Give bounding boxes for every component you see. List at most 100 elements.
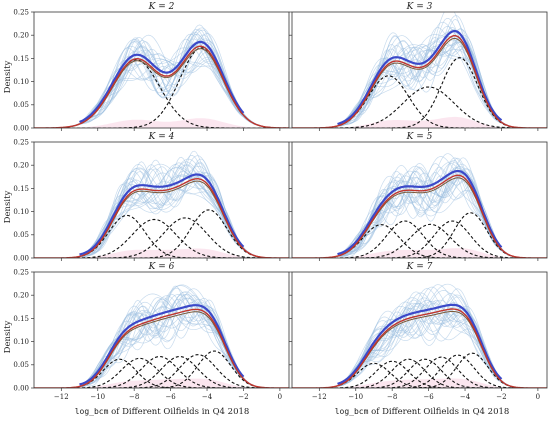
panel-3: K = 4 0.00 0.05 0.10 0.15 0.20 0.25 (13, 132, 290, 262)
y-tick-label: 0.25 (13, 138, 29, 146)
x-axis-label-left: log_bcm of Different Oilfields in Q4 201… (75, 407, 250, 417)
panel-frame (33, 141, 290, 259)
component-3 (292, 358, 547, 388)
component-4 (34, 209, 289, 258)
x-tick-label: −4 (460, 393, 471, 401)
y-axis-label-row-2: Density (3, 190, 13, 223)
component-2 (34, 357, 289, 388)
data-band (292, 116, 547, 128)
x-tick-label: −8 (387, 393, 397, 401)
bootstrap-curve (34, 163, 289, 258)
y-tick-label: 0.25 (13, 8, 29, 16)
y-tick-label: 0.05 (13, 361, 29, 369)
plot-area (34, 150, 289, 258)
x-tick-label: −10 (348, 393, 363, 401)
bootstrap-curve (34, 305, 289, 388)
plot-area (292, 153, 547, 258)
bootstrap-curve (292, 44, 547, 128)
kde-curve (337, 169, 503, 256)
bootstrap-curve (292, 296, 547, 388)
x-tick-label: −4 (202, 393, 213, 401)
x-axis-label-right: log_bcm of Different Oilfields in Q4 201… (335, 407, 510, 417)
plot-area (34, 24, 289, 128)
mixture-curve (292, 34, 547, 128)
panel-2: K = 3 (289, 2, 548, 131)
y-tick-label: 0.00 (13, 124, 29, 132)
bootstrap-curve (34, 185, 289, 258)
bootstrap-curve (292, 153, 547, 258)
bootstrap-curve (292, 300, 547, 388)
bootstrap-curve (34, 57, 289, 128)
data-band (292, 378, 547, 388)
x-tick-label: −6 (165, 393, 176, 401)
y-axis-label-row-3: Density (3, 320, 13, 353)
component-1 (34, 59, 289, 128)
bootstrap-curve (292, 292, 547, 388)
bootstrap-curve (34, 164, 289, 258)
component-4 (292, 358, 547, 388)
x-tick-label: 0 (536, 393, 540, 401)
kde-curve (79, 304, 245, 386)
component-5 (34, 354, 289, 388)
y-tick-label: 0.05 (13, 231, 29, 239)
mixture-curve (292, 308, 547, 388)
panels: K = 2 0.00 0.05 0.10 0.15 0.20 0.25 K = 3 K = 4 0… (13, 2, 548, 401)
data-band (34, 248, 289, 258)
panel-frame (33, 271, 290, 389)
panel-frame (291, 11, 548, 129)
component-4 (34, 355, 289, 388)
panel-title: K = 5 (406, 132, 433, 142)
x-axis-label-text-right: of Different Oilfields in Q4 2018 (368, 407, 509, 417)
bootstrap-curve (34, 297, 289, 388)
component-1 (292, 75, 547, 128)
bootstrap-curve (34, 164, 289, 258)
bootstrap-curve (34, 44, 289, 128)
mixture-curve (34, 177, 289, 258)
bootstrap-curve (292, 27, 547, 128)
x-axis-label-code-right: log_bcm (335, 407, 369, 416)
y-tick-label: 0.20 (13, 32, 29, 40)
component-3 (34, 355, 289, 388)
x-tick-label: −8 (129, 393, 139, 401)
kde-curve (79, 40, 245, 124)
bootstrap-curve (34, 302, 289, 388)
data-band (34, 118, 289, 128)
panel-6: K = 7 −12 −10 −8 −6 −4 −2 0 (289, 262, 548, 401)
x-axis-label-code-left: log_bcm (75, 407, 109, 416)
plot-area (292, 283, 547, 388)
kde-curve (337, 29, 503, 126)
bootstrap-curve (34, 34, 289, 128)
bootstrap-curve (34, 285, 289, 388)
y-tick-label: 0.15 (13, 185, 29, 193)
y-tick-label: 0.25 (13, 268, 29, 276)
kde-curve (337, 303, 503, 385)
plot-area (292, 12, 547, 128)
panel-5: K = 6 0.00 0.05 0.10 0.15 0.20 0.25 −12 −10 −8 −6 −… (13, 262, 290, 401)
bootstrap-curve (292, 293, 547, 388)
bootstrap-curve (34, 164, 289, 258)
mixture-curve (292, 174, 547, 258)
bootstrap-curve (34, 297, 289, 388)
panel-frame (33, 11, 290, 129)
panel-frame (291, 271, 548, 389)
y-tick-label: 0.10 (13, 78, 29, 86)
panel-title: K = 4 (148, 132, 175, 142)
panel-1: K = 2 0.00 0.05 0.10 0.15 0.20 0.25 (13, 2, 290, 132)
panel-4: K = 5 (289, 132, 548, 261)
panel-frame (291, 141, 548, 259)
y-axis-label-row-1: Density (3, 60, 13, 93)
bootstrap-curve (34, 34, 289, 128)
bootstrap-curve (34, 58, 289, 128)
y-tick-label: 0.00 (13, 384, 29, 392)
x-tick-label: 0 (278, 393, 282, 401)
y-tick-label: 0.15 (13, 55, 29, 63)
bootstrap-curve (34, 297, 289, 388)
bootstrap-curve (34, 297, 289, 388)
x-tick-label: −2 (238, 393, 248, 401)
plot-area (34, 284, 289, 388)
mixture-curve (34, 45, 289, 128)
x-tick-label: −12 (312, 393, 327, 401)
y-tick-label: 0.20 (13, 162, 29, 170)
panel-title: K = 3 (406, 2, 433, 12)
